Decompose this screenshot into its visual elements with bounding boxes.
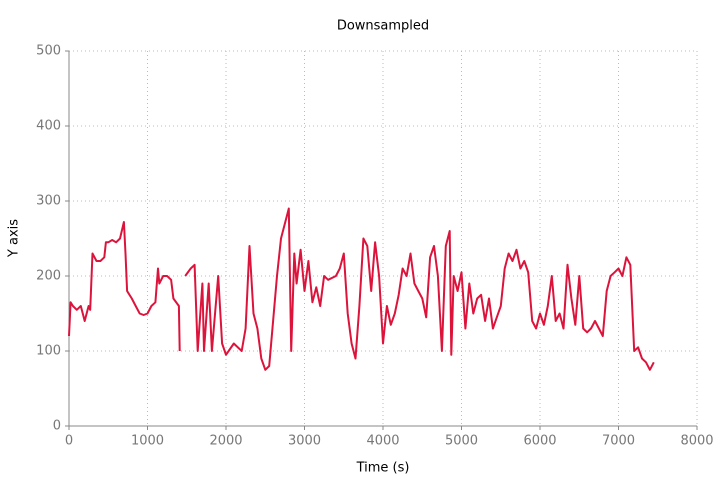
x-tick-label: 7000 — [602, 434, 635, 449]
y-tick-label: 300 — [36, 194, 61, 209]
x-tick-label: 5000 — [445, 434, 478, 449]
chart-title: Downsampled — [337, 19, 429, 34]
x-tick-label: 1000 — [131, 434, 164, 449]
x-tick-label: 2000 — [209, 434, 242, 449]
y-tick-label: 0 — [53, 419, 61, 434]
x-tick-label: 3000 — [288, 434, 321, 449]
x-axis-label: Time (s) — [356, 461, 410, 476]
y-tick-label: 500 — [36, 44, 61, 59]
y-axis-label: Y axis — [7, 219, 22, 258]
x-tick-label: 4000 — [366, 434, 399, 449]
x-tick-label: 0 — [65, 434, 73, 449]
x-tick-label: 6000 — [523, 434, 556, 449]
y-tick-label: 100 — [36, 344, 61, 359]
x-tick-label: 8000 — [680, 434, 713, 449]
y-tick-label: 200 — [36, 269, 61, 284]
line — [68, 207, 655, 371]
y-tick-label: 400 — [36, 119, 61, 134]
